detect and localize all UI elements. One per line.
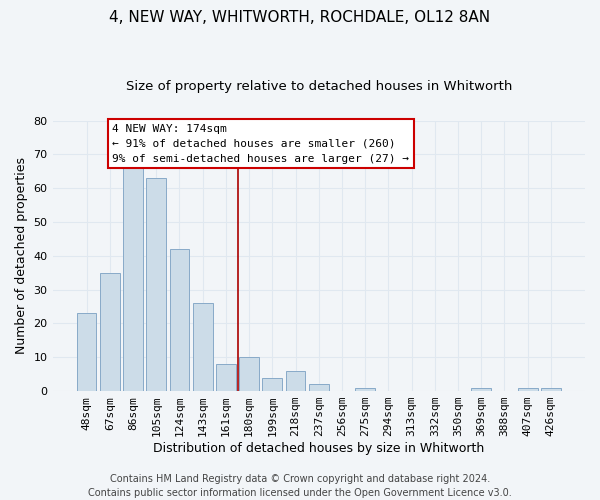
Bar [216,364,236,391]
Bar [100,272,119,391]
Text: 4, NEW WAY, WHITWORTH, ROCHDALE, OL12 8AN: 4, NEW WAY, WHITWORTH, ROCHDALE, OL12 8A… [109,10,491,25]
Bar [170,249,190,391]
Bar [123,164,143,391]
Bar [77,314,97,391]
Text: 4 NEW WAY: 174sqm
← 91% of detached houses are smaller (260)
9% of semi-detached: 4 NEW WAY: 174sqm ← 91% of detached hous… [112,124,409,164]
Bar [518,388,538,391]
Bar [262,378,282,391]
Text: Contains HM Land Registry data © Crown copyright and database right 2024.
Contai: Contains HM Land Registry data © Crown c… [88,474,512,498]
Bar [286,371,305,391]
Bar [239,358,259,391]
Bar [309,384,329,391]
Title: Size of property relative to detached houses in Whitworth: Size of property relative to detached ho… [125,80,512,93]
Bar [541,388,561,391]
X-axis label: Distribution of detached houses by size in Whitworth: Distribution of detached houses by size … [153,442,484,455]
Bar [355,388,375,391]
Bar [193,303,212,391]
Y-axis label: Number of detached properties: Number of detached properties [15,158,28,354]
Bar [472,388,491,391]
Bar [146,178,166,391]
